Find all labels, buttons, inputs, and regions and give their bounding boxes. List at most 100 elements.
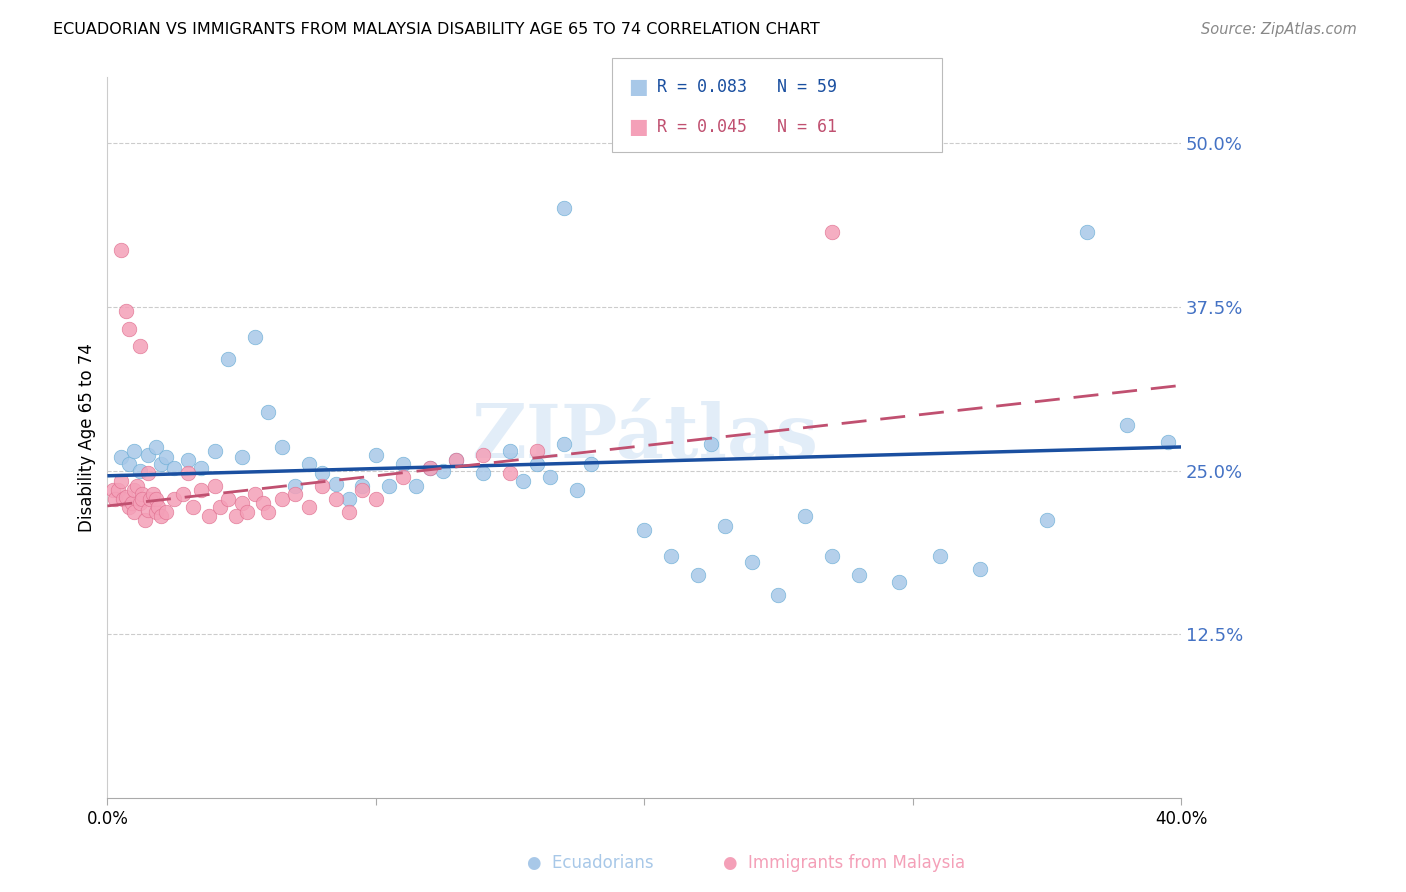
Point <box>512 474 534 488</box>
Point <box>148 500 170 515</box>
Text: ECUADORIAN VS IMMIGRANTS FROM MALAYSIA DISABILITY AGE 65 TO 74 CORRELATION CHART: ECUADORIAN VS IMMIGRANTS FROM MALAYSIA D… <box>53 22 820 37</box>
Point <box>579 457 602 471</box>
Point <box>142 487 165 501</box>
Point <box>270 492 292 507</box>
Point <box>472 448 495 462</box>
Point <box>889 574 911 589</box>
Point <box>325 492 347 507</box>
Point <box>231 450 253 465</box>
Point <box>190 461 212 475</box>
Point <box>499 443 522 458</box>
Point <box>150 509 173 524</box>
Point <box>418 461 440 475</box>
Point <box>352 483 374 498</box>
Y-axis label: Disability Age 65 to 74: Disability Age 65 to 74 <box>79 343 96 533</box>
Point <box>118 457 141 471</box>
Point <box>1157 434 1180 449</box>
Point <box>163 492 186 507</box>
Point <box>136 466 159 480</box>
Point <box>1116 417 1139 432</box>
Point <box>257 506 280 520</box>
Point <box>243 487 266 501</box>
Point <box>236 506 259 520</box>
Point <box>101 483 124 498</box>
Point <box>821 225 844 239</box>
Point <box>526 443 548 458</box>
Point <box>405 479 427 493</box>
Point <box>110 474 132 488</box>
Point <box>134 513 156 527</box>
Text: ■: ■ <box>628 117 648 136</box>
Point <box>969 562 991 576</box>
Point <box>217 492 239 507</box>
Point <box>128 339 150 353</box>
Point <box>1036 513 1059 527</box>
Point <box>252 496 274 510</box>
Point <box>243 330 266 344</box>
Point <box>155 506 177 520</box>
Point <box>121 496 143 510</box>
Point <box>110 244 132 258</box>
Point <box>150 457 173 471</box>
Point <box>472 466 495 480</box>
Text: ●  Ecuadorians: ● Ecuadorians <box>527 855 654 872</box>
Point <box>418 461 440 475</box>
Point <box>337 506 360 520</box>
Point <box>298 500 321 515</box>
Text: R = 0.083   N = 59: R = 0.083 N = 59 <box>657 78 837 95</box>
Point <box>181 500 204 515</box>
Text: ZIPátlas: ZIPátlas <box>471 401 818 475</box>
Point <box>432 464 454 478</box>
Point <box>122 483 145 498</box>
Point <box>446 453 468 467</box>
Point <box>700 437 723 451</box>
Point <box>364 492 387 507</box>
Point <box>553 202 575 216</box>
Point <box>145 506 167 520</box>
Point <box>538 470 561 484</box>
Point <box>633 523 655 537</box>
Point <box>122 506 145 520</box>
Point <box>115 303 138 318</box>
Point <box>553 437 575 451</box>
Point <box>217 352 239 367</box>
Point <box>325 476 347 491</box>
Point <box>270 440 292 454</box>
Point <box>821 549 844 563</box>
Point <box>172 487 194 501</box>
Point <box>107 483 129 498</box>
Point <box>128 496 150 510</box>
Point <box>391 470 413 484</box>
Point <box>741 555 763 569</box>
Point <box>118 322 141 336</box>
Point <box>686 568 709 582</box>
Point <box>311 479 333 493</box>
Point <box>378 479 401 493</box>
Point <box>499 466 522 480</box>
Text: ●  Immigrants from Malaysia: ● Immigrants from Malaysia <box>723 855 965 872</box>
Point <box>231 496 253 510</box>
Point <box>122 443 145 458</box>
Point <box>145 492 167 507</box>
Point <box>391 457 413 471</box>
Point <box>298 457 321 471</box>
Point <box>131 492 153 507</box>
Point <box>112 492 135 507</box>
Point <box>209 500 232 515</box>
Point <box>713 518 735 533</box>
Text: ■: ■ <box>628 77 648 96</box>
Point <box>204 479 226 493</box>
Point <box>163 461 186 475</box>
Point <box>136 503 159 517</box>
Point <box>139 492 162 507</box>
Point <box>352 479 374 493</box>
Point <box>128 464 150 478</box>
Point <box>848 568 870 582</box>
Point <box>204 443 226 458</box>
Point <box>104 492 127 507</box>
Text: Source: ZipAtlas.com: Source: ZipAtlas.com <box>1201 22 1357 37</box>
Point <box>198 509 221 524</box>
Point <box>257 404 280 418</box>
Point <box>118 500 141 515</box>
Point <box>565 483 588 498</box>
